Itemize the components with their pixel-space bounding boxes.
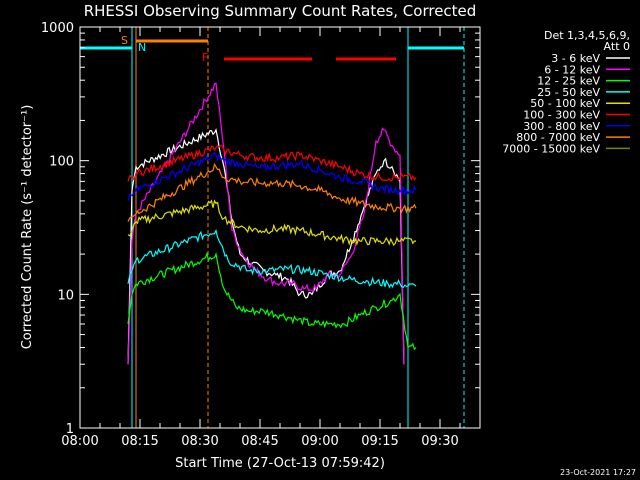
legend-header: Det 1,3,4,5,6,9,: [544, 29, 630, 42]
y-tick-label: 100: [49, 155, 74, 170]
series-line: [127, 151, 417, 202]
series-line: [127, 162, 417, 222]
legend-label: 3 - 6 keV: [551, 52, 600, 65]
x-tick-label: 08:30: [181, 434, 218, 449]
legend-label: 50 - 100 keV: [530, 97, 600, 110]
y-tick-label: 10: [57, 288, 74, 303]
x-tick-label: 08:00: [61, 434, 98, 449]
flag-label: F: [202, 51, 208, 64]
legend-label: 25 - 50 keV: [537, 86, 600, 99]
y-axis-label: Corrected Count Rate (s⁻¹ detector⁻¹): [20, 105, 35, 350]
series-line: [127, 144, 417, 182]
flag-label: S: [121, 34, 128, 47]
y-tick-label: 1: [66, 422, 74, 437]
x-tick-label: 09:15: [361, 434, 398, 449]
footer-timestamp: 23-Oct-2021 17:27: [560, 468, 636, 477]
legend-label: 6 - 12 keV: [544, 63, 600, 76]
legend-label: 300 - 800 keV: [523, 120, 600, 133]
series-line: [127, 251, 417, 351]
x-tick-label: 08:15: [121, 434, 158, 449]
series-line: [127, 82, 405, 365]
chart-title: RHESSI Observing Summary Count Rates, Co…: [84, 2, 477, 20]
flag-label: N: [138, 41, 146, 54]
legend-label: 12 - 25 keV: [537, 75, 600, 88]
series-line: [127, 199, 416, 247]
x-axis-label: Start Time (27-Oct-13 07:59:42): [175, 456, 385, 471]
series-line: [127, 228, 417, 289]
legend-label: 100 - 300 keV: [523, 109, 600, 122]
x-tick-label: 09:30: [421, 434, 458, 449]
x-tick-label: 09:00: [301, 434, 338, 449]
legend-label: 800 - 7000 keV: [516, 131, 600, 144]
x-tick-label: 08:45: [241, 434, 278, 449]
chart-axes: 1 10 100 1000 08:00 08:15 08:30 08:45 09:00 09:15…: [41, 21, 481, 449]
legend-header: Att 0: [604, 40, 630, 53]
y-tick-label: 1000: [41, 21, 74, 36]
chart-marks: SN F: [80, 27, 465, 428]
legend-label: 7000 - 15000 keV: [502, 142, 600, 155]
